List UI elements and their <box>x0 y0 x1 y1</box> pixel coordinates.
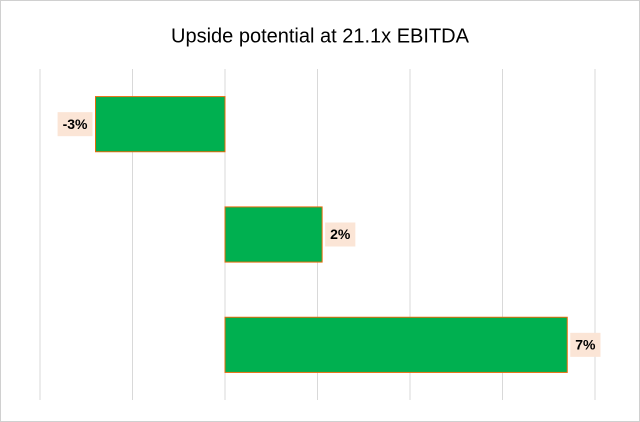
bar <box>95 96 226 153</box>
chart-title: Upside potential at 21.1x EBITDA <box>171 25 470 47</box>
value-label: 7% <box>575 337 596 353</box>
value-label: -3% <box>63 116 88 132</box>
value-label-bg <box>57 112 93 137</box>
bar <box>224 316 568 373</box>
value-label: 2% <box>330 226 351 242</box>
value-label-bg <box>325 222 356 247</box>
bar <box>224 206 323 263</box>
value-label-bg <box>570 332 601 357</box>
